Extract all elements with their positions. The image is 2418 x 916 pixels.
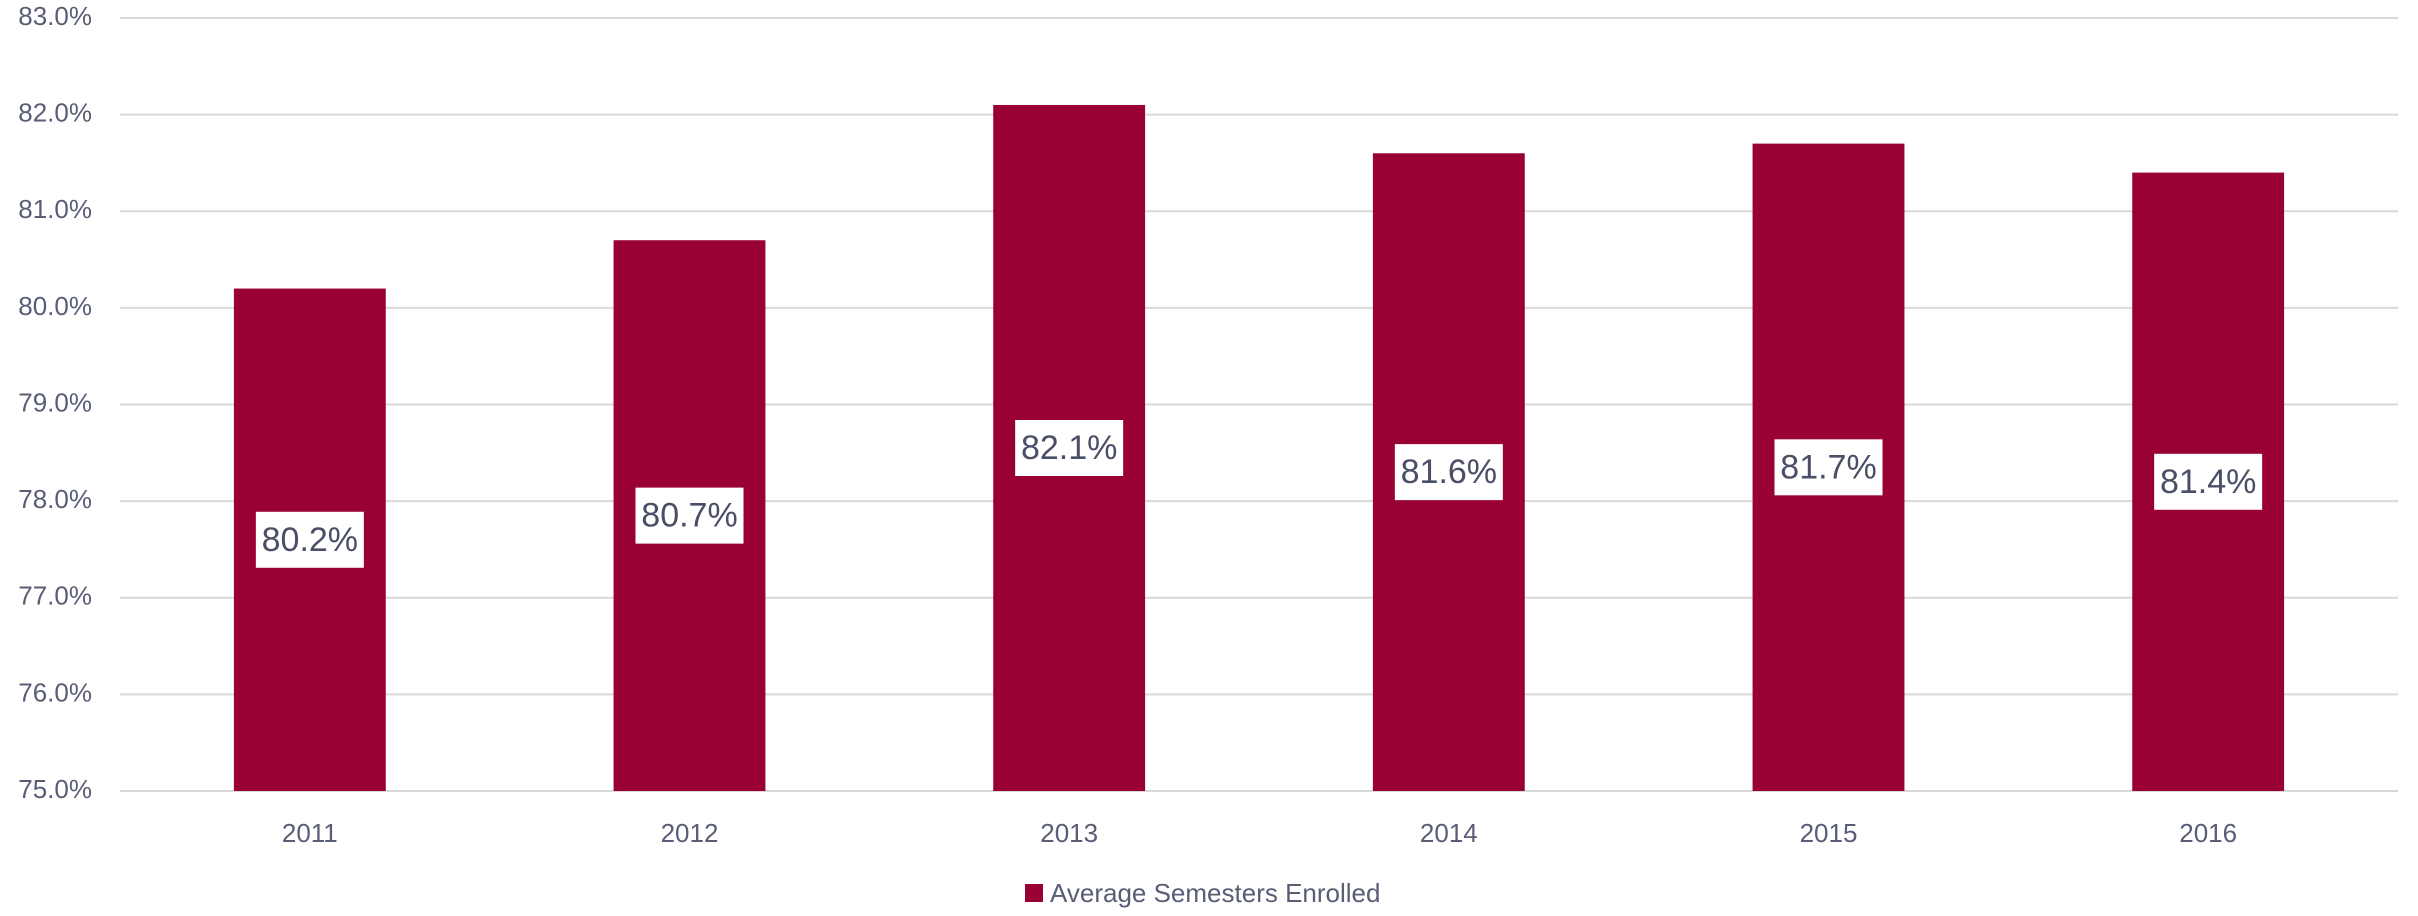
x-tick-label: 2013 (1040, 818, 1098, 848)
data-label: 81.7% (1780, 448, 1876, 486)
y-tick-label: 77.0% (18, 581, 92, 611)
data-label-box (1015, 419, 1124, 476)
data-label-box (255, 511, 364, 568)
data-label: 80.7% (641, 497, 737, 535)
x-tick-label: 2016 (2179, 818, 2237, 848)
data-label-box (1394, 444, 1503, 501)
y-tick-label: 81.0% (18, 194, 92, 224)
x-tick-label: 2012 (661, 818, 719, 848)
data-label-box (1774, 439, 1883, 496)
y-tick-label: 79.0% (18, 387, 92, 417)
data-label-box (635, 487, 744, 544)
x-tick-label: 2015 (1800, 818, 1858, 848)
data-label: 81.6% (1401, 453, 1497, 491)
y-tick-label: 80.0% (18, 291, 92, 321)
y-tick-label: 75.0% (18, 774, 92, 804)
legend-label: Average Semesters Enrolled (1050, 878, 1380, 908)
data-label: 80.2% (262, 521, 358, 559)
x-tick-label: 2011 (282, 818, 338, 848)
y-tick-label: 76.0% (18, 677, 92, 707)
y-tick-label: 83.0% (18, 1, 92, 31)
data-label: 81.4% (2160, 463, 2256, 501)
y-tick-label: 78.0% (18, 484, 92, 514)
x-tick-label: 2014 (1420, 818, 1478, 848)
y-tick-label: 82.0% (18, 98, 92, 128)
legend-swatch (1025, 884, 1043, 902)
data-label-box (2154, 453, 2263, 510)
data-label: 82.1% (1021, 429, 1117, 467)
